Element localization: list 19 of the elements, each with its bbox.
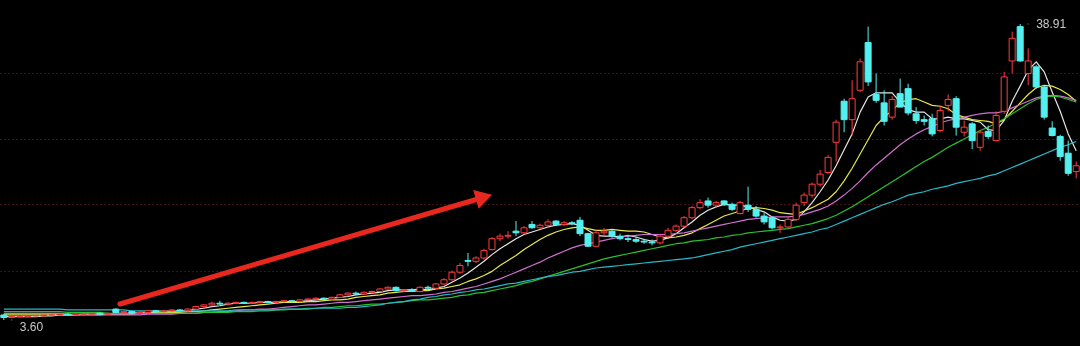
candlestick [512,220,520,237]
candlestick [1008,31,1016,75]
candlestick [352,291,360,296]
candlestick [832,119,840,163]
candlestick [872,73,880,104]
candlestick [968,121,976,150]
candlestick [976,130,984,152]
candlestick [840,98,848,133]
candlestick [464,252,472,267]
candlestick [824,154,832,175]
candlestick [888,95,896,121]
annotation: 38.91 [1036,17,1067,31]
candlestick [848,79,856,137]
candlestick [936,104,944,133]
candlestick [528,220,536,230]
annotation: 3.60 [19,320,44,334]
candlestick [880,89,888,127]
candlestick [216,300,224,306]
candlestick [1024,47,1032,86]
